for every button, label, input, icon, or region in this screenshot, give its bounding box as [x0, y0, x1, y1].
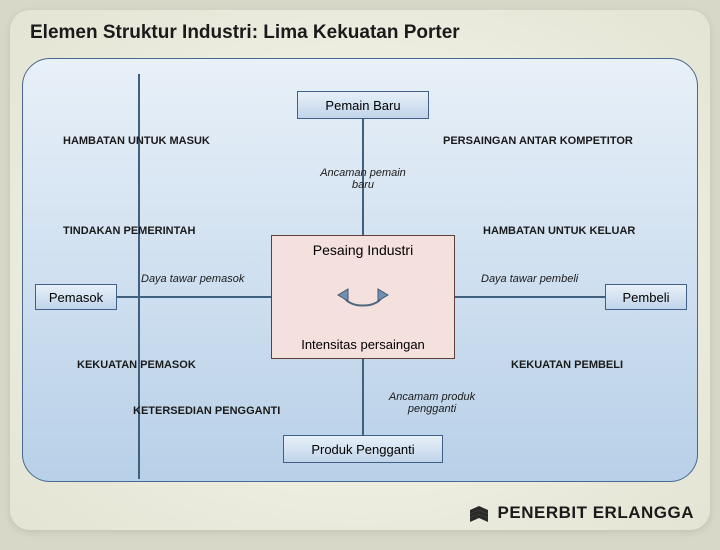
arrow-label-left: Daya tawar pemasok [141, 273, 271, 285]
box-substitutes: Produk Pengganti [283, 435, 443, 463]
box-buyers: Pembeli [605, 284, 687, 310]
arrow-label-right: Daya tawar pembeli [481, 273, 611, 285]
line-right [455, 296, 605, 298]
publisher-name: PENERBIT ERLANGGA [498, 503, 694, 523]
erlangga-icon [466, 502, 492, 524]
center-top-label: Pesaing Industri [313, 242, 413, 258]
slide-title: Elemen Struktur Industri: Lima Kekuatan … [30, 22, 460, 44]
line-bottom [362, 359, 364, 435]
box-rivalry: Pesaing Industri Intensitas persaingan [271, 235, 455, 359]
box-label: Pembeli [623, 290, 670, 305]
label-competitor-rivalry: PERSAINGAN ANTAR KOMPETITOR [443, 135, 673, 147]
arrow-label-bottom: Ancamam produk pengganti [377, 391, 487, 415]
arrow-label-top: Ancaman pemain baru [313, 167, 413, 191]
label-entry-barriers: HAMBATAN UNTUK MASUK [63, 135, 243, 147]
publisher-logo: PENERBIT ERLANGGA [466, 502, 694, 524]
label-supplier-power: KEKUATAN PEMASOK [77, 359, 227, 371]
label-substitute-avail: KETERSEDIAN PENGGANTI [133, 405, 313, 417]
box-label: Produk Pengganti [311, 442, 414, 457]
box-label: Pemasok [49, 290, 103, 305]
diagram-panel: Pemain Baru Pemasok Pembeli Produk Pengg… [22, 58, 698, 482]
slide-page: Elemen Struktur Industri: Lima Kekuatan … [10, 10, 710, 530]
box-new-entrants: Pemain Baru [297, 91, 429, 119]
label-government: TINDAKAN PEMERINTAH [63, 225, 233, 237]
box-suppliers: Pemasok [35, 284, 117, 310]
label-exit-barriers: HAMBATAN UNTUK KELUAR [483, 225, 683, 237]
circular-arrow-icon [336, 283, 390, 313]
box-label: Pemain Baru [325, 98, 400, 113]
center-bottom-label: Intensitas persaingan [301, 337, 425, 352]
label-buyer-power: KEKUATAN PEMBELI [511, 359, 661, 371]
line-left [117, 296, 271, 298]
